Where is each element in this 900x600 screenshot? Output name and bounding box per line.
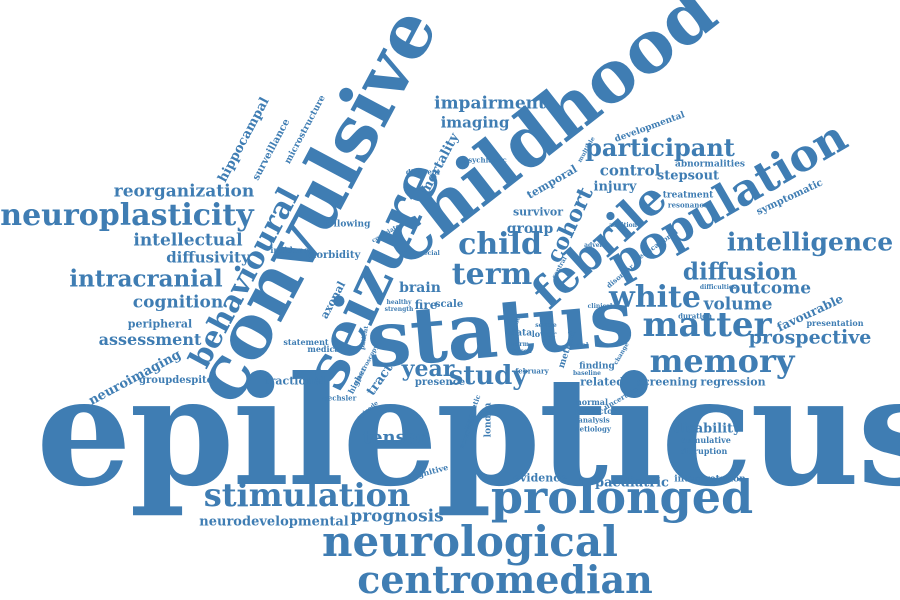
word-neurological: neurological bbox=[322, 517, 618, 566]
word-interpretation: interpretation bbox=[674, 474, 746, 485]
word-abnormalities: abnormalities bbox=[675, 159, 745, 170]
word-impairment: impairment bbox=[434, 93, 546, 114]
word-study: study bbox=[448, 361, 528, 391]
word-difficulties: difficulties bbox=[699, 284, 737, 291]
word-outcome: outcome bbox=[728, 278, 812, 299]
word-centromedian: centromedian bbox=[357, 557, 653, 600]
word-incidence: incidence bbox=[270, 245, 314, 255]
word-neuroplasticity: neuroplasticity bbox=[0, 198, 254, 233]
word-data: data bbox=[509, 328, 533, 339]
word-fractional: fractional bbox=[264, 374, 326, 388]
word-fire: fire bbox=[414, 298, 438, 312]
word-special: special bbox=[416, 250, 440, 257]
word-aetiology: aetiology bbox=[575, 424, 611, 434]
word-injury: injury bbox=[593, 179, 637, 195]
word-lower: lower bbox=[531, 329, 557, 339]
word-medical: medical bbox=[307, 344, 343, 354]
word-child: child bbox=[458, 227, 542, 262]
word-screening: screening bbox=[636, 375, 698, 389]
word-disability: disability bbox=[673, 421, 741, 437]
word-peripheral: peripheral bbox=[127, 317, 193, 331]
word-regression: regression bbox=[700, 375, 766, 389]
word-diffusivity: diffusivity bbox=[166, 248, 250, 267]
word-scale: scale bbox=[434, 299, 464, 310]
word-based: based bbox=[512, 348, 532, 355]
word-control: control bbox=[599, 161, 661, 180]
word-matter: matter bbox=[642, 305, 772, 345]
word-psychiatric: psychiatric bbox=[463, 155, 507, 165]
word-white: white bbox=[609, 280, 701, 315]
word-adverse: adverse bbox=[584, 242, 610, 249]
word-diffusion: diffusion bbox=[682, 258, 798, 286]
word-intelligence: intelligence bbox=[726, 227, 894, 257]
word-neurodevelopmental: neurodevelopmental bbox=[199, 514, 349, 530]
word-healthy: healthy bbox=[386, 299, 412, 306]
word-groupdespite: groupdespite bbox=[139, 375, 213, 386]
word-treatment: treatment bbox=[662, 190, 714, 201]
word-normal: normal bbox=[575, 397, 609, 407]
word-strength: strength bbox=[384, 306, 414, 313]
word-duration: duration bbox=[678, 311, 712, 321]
word-reorganization: reorganization bbox=[113, 181, 255, 202]
word-year: year bbox=[401, 356, 455, 382]
word-severe: severe bbox=[535, 322, 557, 329]
word-stimulation: stimulation bbox=[203, 476, 411, 514]
word-cumulative: cumulative bbox=[681, 435, 731, 445]
word-february: february bbox=[515, 366, 549, 376]
word-related: related bbox=[580, 375, 624, 389]
word-survivor: survivor bbox=[512, 205, 564, 219]
word-assessment: assessment bbox=[98, 330, 202, 349]
word-prognosis: prognosis bbox=[350, 506, 444, 527]
word-evidence: evidence bbox=[513, 471, 567, 485]
word-presence: presence bbox=[414, 377, 466, 388]
word-presentation: presentation bbox=[806, 318, 864, 328]
word-group: group bbox=[506, 221, 554, 237]
word-analysis: analysis bbox=[578, 415, 610, 425]
word-tensor: tensor bbox=[362, 427, 428, 448]
word-norm: norm bbox=[511, 341, 529, 348]
word-term: term bbox=[451, 257, 533, 292]
word-prolonged: prolonged bbox=[490, 470, 754, 524]
word-baseline: baseline bbox=[572, 370, 602, 377]
word-stepsout: stepsout bbox=[656, 168, 720, 184]
word-clinical: clinical bbox=[587, 303, 613, 310]
word-morbidity: morbidity bbox=[305, 250, 361, 261]
word-participant: participant bbox=[585, 133, 735, 162]
word-paediatric: paediatric bbox=[595, 475, 669, 491]
word-cognition: cognition bbox=[132, 292, 224, 313]
word-brain: brain bbox=[399, 280, 441, 296]
word-volume: volume bbox=[703, 294, 773, 315]
word-prospective: prospective bbox=[748, 326, 872, 349]
word-intellectual: intellectual bbox=[133, 230, 243, 251]
word-london: london bbox=[483, 402, 494, 438]
word-disruption: disruption bbox=[680, 446, 728, 456]
word-imaging: imaging bbox=[440, 113, 510, 132]
word-following: following bbox=[323, 219, 371, 230]
word-resonance: resonance bbox=[667, 200, 709, 210]
word-predictor: predictor bbox=[575, 406, 617, 416]
word-intracranial: intracranial bbox=[69, 265, 223, 293]
word-memory: memory bbox=[649, 342, 795, 380]
word-partial: partial bbox=[565, 342, 589, 349]
word-different: different bbox=[405, 167, 441, 177]
word-addition: addition bbox=[609, 222, 637, 229]
word-epilepticus: epilepticus bbox=[36, 344, 900, 520]
word-finding: finding bbox=[579, 361, 615, 372]
word-wechsler: wechsler bbox=[321, 393, 357, 403]
word-statement: statement bbox=[283, 337, 329, 347]
